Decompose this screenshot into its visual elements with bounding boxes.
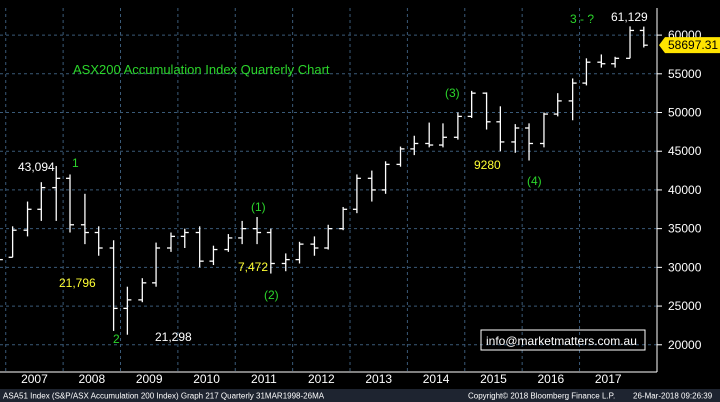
ohlc-bar [639,26,648,48]
ohlc-bar [367,170,376,202]
label-21298: 21,298 [155,330,192,344]
label-61129: 61,129 [611,10,648,24]
ohlc-bar [180,228,189,248]
ohlc-bars [0,26,648,335]
ohlc-bar [597,54,606,68]
ohlc-bar [339,206,348,231]
ohlc-bar [0,258,3,261]
ohlc-bar [410,135,419,156]
label-7472: 7,472 [238,260,268,274]
ohlc-bar [396,146,405,167]
ohlc-bar [152,242,161,287]
ohlc-bar [80,193,89,245]
y-tick-label-35000: 35000 [668,222,702,236]
x-tick-label-2008: 2008 [78,372,105,386]
x-tick-label-2010: 2010 [193,372,220,386]
last-price-tag: 58697.31 [659,37,720,54]
grid [0,8,657,372]
label-wave-1-top: 1 [72,156,79,170]
label-wave-2-paren: (2) [264,288,279,302]
annotations: 43,094 1 21,796 2 21,298 (1) 7,472 (2) (… [18,10,648,346]
info-box-frame [480,329,646,351]
ohlc-bar [123,286,132,335]
x-tick-label-2013: 2013 [365,372,392,386]
x-tick-label-2007: 2007 [21,372,48,386]
ohlc-bar [37,182,46,221]
ohlc-bar [525,123,534,161]
x-tick-label-2016: 2016 [537,372,564,386]
ohlc-bar [166,232,175,252]
x-tick-label-2009: 2009 [136,372,163,386]
label-wave-1-paren: (1) [251,200,266,214]
label-wave-3-question: 3 - ? [570,12,594,26]
ohlc-bar [352,174,361,214]
ohlc-bar [381,161,390,194]
label-wave-4-paren: (4) [527,174,542,188]
y-tick-label-40000: 40000 [668,183,702,197]
footer-description: ASA51 Index (S&P/ASX Accumulation 200 In… [3,392,325,401]
last-price-value: 58697.31 [668,38,718,52]
footer-bar [0,389,720,402]
ohlc-bar [23,201,32,237]
x-axis: 2007 2008 2009 2010 2011 2012 2013 2014 2015 2016… [0,371,657,386]
ohlc-bar [52,165,61,221]
ohlc-bar [425,122,434,148]
ohlc-bar [66,174,75,233]
info-email: info@marketmatters.com.au [486,334,637,348]
ohlc-bar [438,123,447,148]
ohlc-bar [253,217,262,245]
ohlc-bar [496,106,505,152]
ohlc-bar [295,241,304,264]
info-box: info@marketmatters.com.au [480,329,646,351]
last-price-tag-shape [659,37,720,54]
footer: ASA51 Index (S&P/ASX Accumulation 200 In… [0,389,720,402]
ohlc-bar [281,253,290,272]
ohlc-bar [626,26,635,59]
label-wave-2-bottom: 2 [113,332,120,346]
x-tick-label-2011: 2011 [251,372,277,386]
label-21796: 21,796 [59,276,96,290]
label-wave-3-paren: (3) [445,86,460,100]
ohlc-bar [582,58,591,86]
ohlc-bar [94,226,103,256]
x-tick-label-2015: 2015 [480,372,507,386]
y-tick-label-30000: 30000 [668,260,702,274]
ohlc-bar [482,92,491,130]
chart-title: ASX200 Accumulation Index Quarterly Char… [73,62,330,77]
label-9280: 9280 [474,158,501,172]
y-tick-label-20000: 20000 [668,338,702,352]
ohlc-bar [453,112,462,140]
footer-timestamp: 26-Mar-2018 09:26:39 [633,392,713,401]
ohlc-bar [238,220,247,245]
ohlc-bar [611,56,620,68]
x-tick-label-2017: 2017 [595,372,622,386]
y-tick-label-50000: 50000 [668,106,702,120]
x-tick-label-2014: 2014 [423,372,450,386]
ohlc-bar [266,228,275,274]
ohlc-bar [553,93,562,117]
ohlc-bar [324,224,333,250]
y-tick-label-25000: 25000 [668,299,702,313]
ohlc-bar [195,226,204,268]
y-tick-label-45000: 45000 [668,144,702,158]
ohlc-bar [511,124,520,153]
ohlc-bar [138,278,147,303]
ohlc-bar [109,240,118,331]
x-tick-label-2012: 2012 [308,372,335,386]
ohlc-bar [310,236,319,256]
ohlc-bar [209,245,218,266]
ohlc-bar [467,90,476,118]
ohlc-bar [224,234,233,252]
ohlc-bar [568,78,577,121]
ohlc-bar [539,112,548,148]
ohlc-bar [8,226,17,258]
label-43094: 43,094 [18,160,55,174]
y-tick-label-55000: 55000 [668,67,702,81]
footer-copyright: Copyright© 2018 Bloomberg Finance L.P. [468,392,615,401]
